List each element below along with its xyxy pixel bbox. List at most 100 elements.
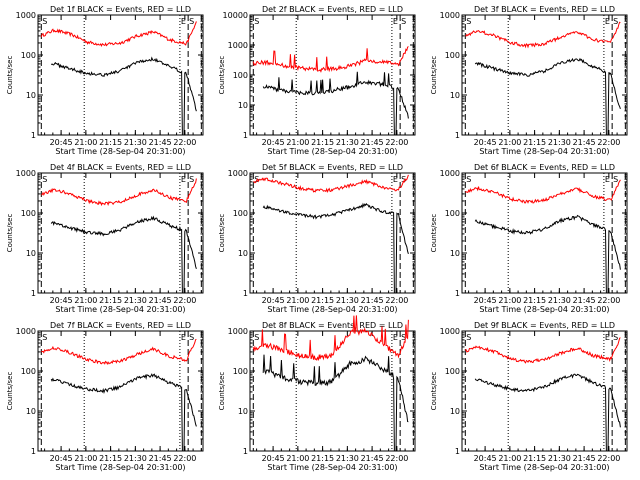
x-tick-label: 21:30 [548, 296, 571, 305]
event-rate-line [50, 56, 197, 136]
event-marker-label: E [605, 333, 610, 342]
panel-title: Det 7f BLACK = Events, RED = LLD [50, 321, 191, 330]
x-tick-label: 20:45 [50, 296, 73, 305]
plot-frame [249, 330, 416, 452]
event-marker-label: S [42, 17, 47, 26]
x-tick-label: 20:45 [262, 138, 285, 147]
panel-title: Det 8f BLACK = Events, RED = LLD [262, 321, 403, 330]
x-axis-label: Start Time (28-Sep-04 20:31:00) [267, 147, 397, 156]
y-tick-label: 1 [31, 289, 36, 298]
x-tick-label: 20:45 [474, 138, 497, 147]
detector-panel-3: Det 3f BLACK = Events, RED = LLD 1 10 100 10… [430, 5, 628, 156]
event-marker-label: S [401, 333, 406, 342]
x-tick-label: 22:00 [173, 296, 196, 305]
x-tick-label: 21:45 [573, 454, 596, 463]
detector-panel-9: Det 9f BLACK = Events, RED = LLD 1 10 100 10… [430, 321, 628, 472]
y-tick-label: 1 [31, 447, 36, 456]
detector-panel-7: Det 7f BLACK = Events, RED = LLD 1 10 100 10… [6, 321, 204, 472]
event-marker-label: S [42, 333, 47, 342]
x-tick-label: 21:15 [311, 454, 334, 463]
event-marker-label: S [613, 17, 618, 26]
x-tick-label: 20:45 [262, 454, 285, 463]
y-tick-label: 10 [238, 249, 248, 258]
x-axis-label: Start Time (28-Sep-04 20:31:00) [267, 305, 397, 314]
event-marker-label: S [189, 17, 194, 26]
plot-frame [37, 330, 204, 452]
lld-rate-line [41, 178, 197, 207]
plot-frame [461, 14, 628, 136]
plot-frame [461, 172, 628, 294]
y-axis-label: Counts/sec [6, 372, 14, 411]
detector-panel-2: Det 2f BLACK = Events, RED = LLD 1 10 100 10… [218, 5, 416, 156]
y-tick-label: 1 [455, 447, 460, 456]
x-tick-label: 22:00 [173, 138, 196, 147]
x-tick-label: 22:00 [385, 296, 408, 305]
y-axis-label: Counts/sec [6, 56, 14, 95]
x-tick-label: 21:15 [99, 138, 122, 147]
detector-panel-4: Det 4f BLACK = Events, RED = LLD 1 10 100 10… [6, 163, 204, 314]
x-tick-label: 21:00 [498, 454, 521, 463]
y-tick-label: 1000 [16, 327, 36, 336]
y-tick-label: 10 [238, 101, 248, 110]
event-marker-label: E [181, 17, 186, 26]
x-axis-label: Start Time (28-Sep-04 20:31:00) [479, 147, 609, 156]
event-rate-line [262, 202, 409, 294]
y-tick-label: 10 [26, 91, 36, 100]
y-axis-label: Counts/sec [218, 372, 226, 411]
plot-frame [37, 172, 204, 294]
y-tick-label: 10 [450, 407, 460, 416]
x-tick-label: 21:30 [336, 138, 359, 147]
y-tick-label: 100 [233, 209, 248, 218]
y-axis-label: Counts/sec [218, 214, 226, 253]
y-axis-label: Counts/sec [218, 56, 226, 95]
panel-title: Det 1f BLACK = Events, RED = LLD [50, 5, 191, 14]
event-marker-label: E [605, 17, 610, 26]
x-tick-label: 21:45 [361, 296, 384, 305]
x-tick-label: 21:00 [498, 138, 521, 147]
x-axis-label: Start Time (28-Sep-04 20:31:00) [479, 305, 609, 314]
event-rate-line [50, 373, 197, 452]
x-tick-label: 21:30 [124, 138, 147, 147]
y-tick-label: 1000 [440, 327, 460, 336]
event-rate-line [262, 354, 409, 452]
y-tick-label: 10000 [223, 11, 248, 20]
panel-title: Det 6f BLACK = Events, RED = LLD [474, 163, 615, 172]
x-tick-label: 21:45 [149, 138, 172, 147]
y-tick-label: 1 [243, 289, 248, 298]
detector-panel-6: Det 6f BLACK = Events, RED = LLD 1 10 100 10… [430, 163, 628, 314]
y-tick-label: 1000 [440, 169, 460, 178]
lld-rate-line [253, 174, 409, 193]
x-tick-label: 21:45 [149, 296, 172, 305]
y-tick-label: 1 [243, 447, 248, 456]
x-tick-label: 22:00 [385, 138, 408, 147]
event-rate-line [474, 214, 621, 294]
y-tick-label: 100 [445, 209, 460, 218]
event-marker-label: S [613, 175, 618, 184]
panel-title: Det 5f BLACK = Events, RED = LLD [262, 163, 403, 172]
event-rate-line [262, 71, 409, 136]
panel-title: Det 9f BLACK = Events, RED = LLD [474, 321, 615, 330]
x-tick-label: 22:00 [597, 454, 620, 463]
y-tick-label: 100 [21, 367, 36, 376]
y-tick-label: 10 [26, 249, 36, 258]
x-axis-label: Start Time (28-Sep-04 20:31:00) [55, 463, 185, 472]
y-tick-label: 100 [445, 51, 460, 60]
x-tick-label: 21:00 [286, 454, 309, 463]
event-marker-label: S [466, 333, 471, 342]
y-axis-label: Counts/sec [430, 214, 438, 253]
x-tick-label: 20:45 [474, 454, 497, 463]
y-tick-label: 1000 [228, 169, 248, 178]
x-tick-label: 21:45 [573, 138, 596, 147]
lld-rate-line [465, 337, 621, 364]
x-tick-label: 21:15 [311, 296, 334, 305]
lld-rate-line [41, 338, 197, 366]
x-tick-label: 21:45 [361, 138, 384, 147]
x-tick-label: 21:30 [548, 138, 571, 147]
x-tick-label: 21:00 [74, 296, 97, 305]
event-rate-line [474, 373, 621, 452]
event-rate-line [50, 215, 197, 294]
y-tick-label: 1 [455, 131, 460, 140]
lld-rate-line [465, 179, 621, 204]
y-tick-label: 1000 [16, 11, 36, 20]
